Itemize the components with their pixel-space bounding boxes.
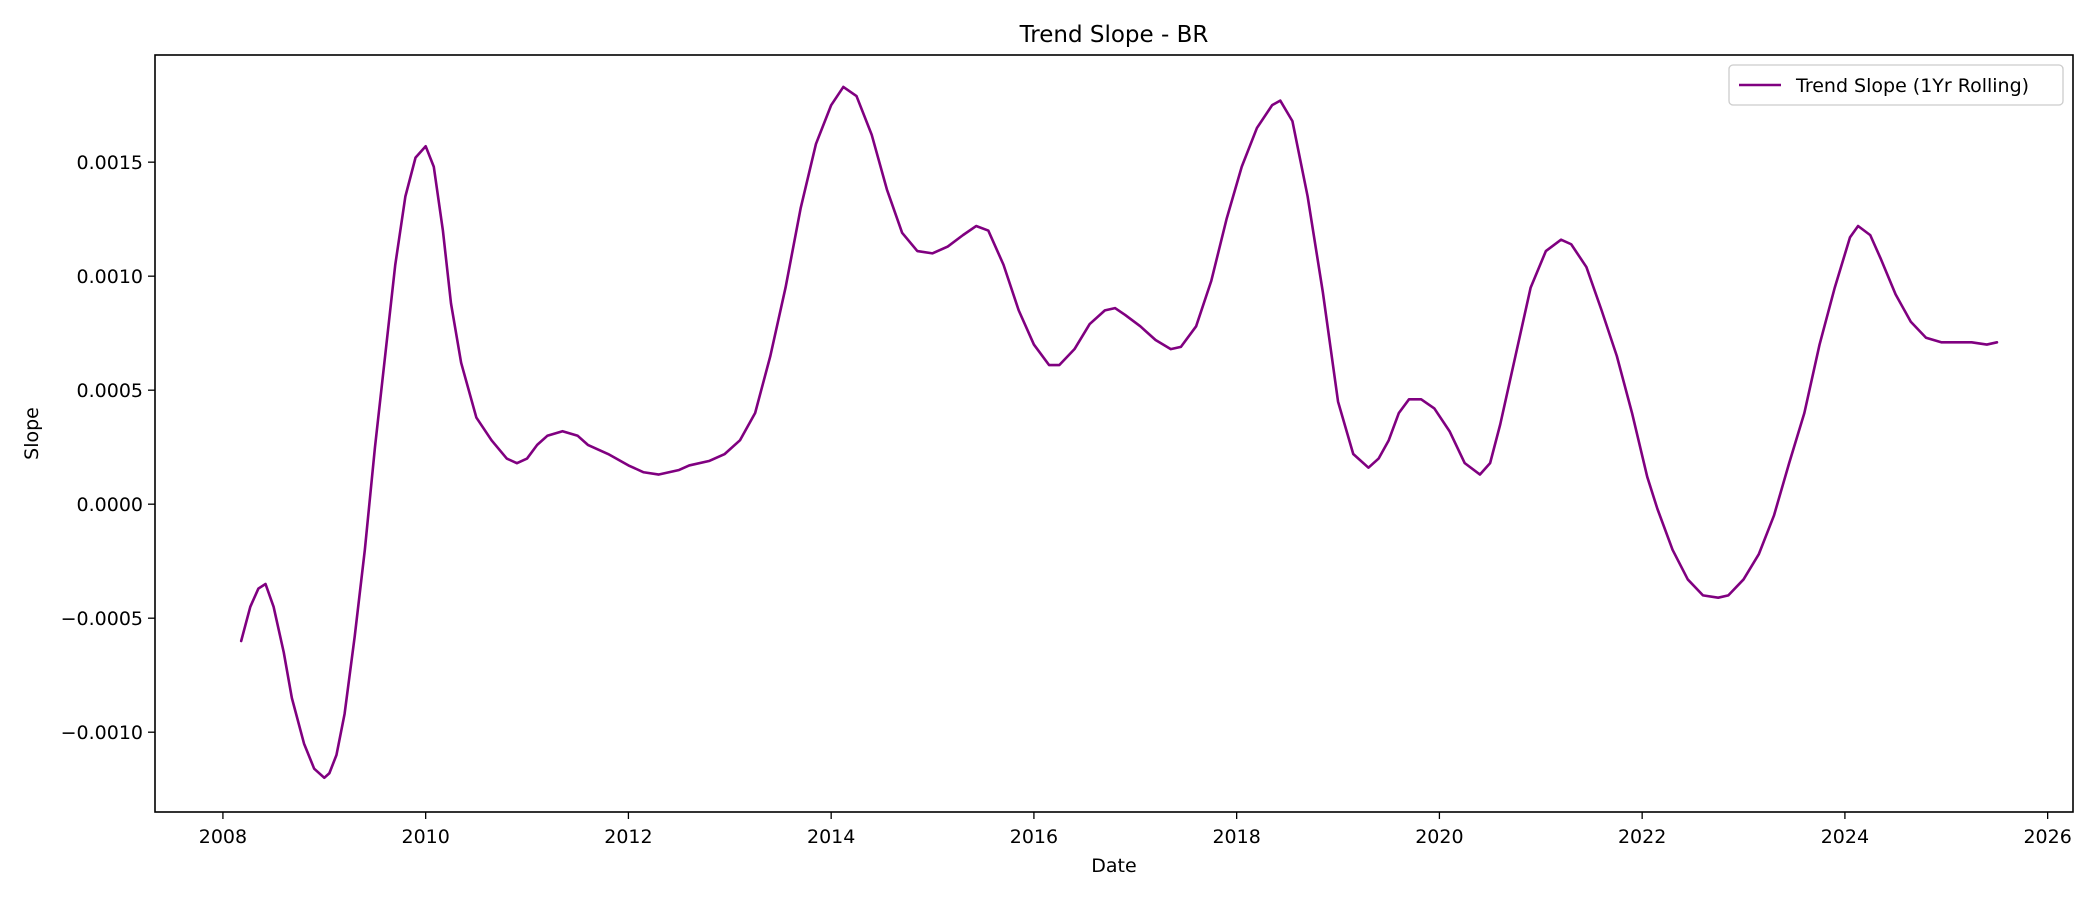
series-layer [239,85,1999,780]
x-tick-label: 2016 [1010,826,1058,848]
x-tick-label: 2014 [807,826,855,848]
x-tick-label: 2026 [2023,826,2071,848]
y-tick-label: 0.0015 [77,152,143,174]
x-tick-label: 2022 [1618,826,1666,848]
plot-area [155,55,2073,812]
y-axis: −0.0010 −0.0005 0.0000 0.0005 0.0010 0.0015 [61,152,155,744]
x-tick-label: 2012 [604,826,652,848]
legend-box [1728,64,2064,106]
y-axis-label: Slope [21,407,43,460]
y-tick-label: −0.0005 [61,608,143,630]
legend: Trend Slope (1Yr Rolling) [1728,64,2064,106]
chart-title: Trend Slope - BR [1019,22,1209,48]
y-tick-label: 0.0000 [77,494,143,516]
y-tick-label: −0.0010 [61,722,143,744]
legend-label: Trend Slope (1Yr Rolling) [1795,75,2029,97]
series-line [239,85,1999,780]
x-tick-label: 2024 [1821,826,1869,848]
x-axis: 2008 2010 2012 2014 2016 2018 2020 2022 2024 2026 [199,812,2072,848]
x-tick-label: 2018 [1212,826,1260,848]
plot-frame [154,54,2074,813]
x-axis-label: Date [1091,855,1136,877]
x-tick-label: 2008 [199,826,247,848]
y-tick-label: 0.0005 [77,380,143,402]
x-tick-label: 2020 [1415,826,1463,848]
y-tick-label: 0.0010 [77,266,143,288]
x-tick-label: 2010 [401,826,449,848]
